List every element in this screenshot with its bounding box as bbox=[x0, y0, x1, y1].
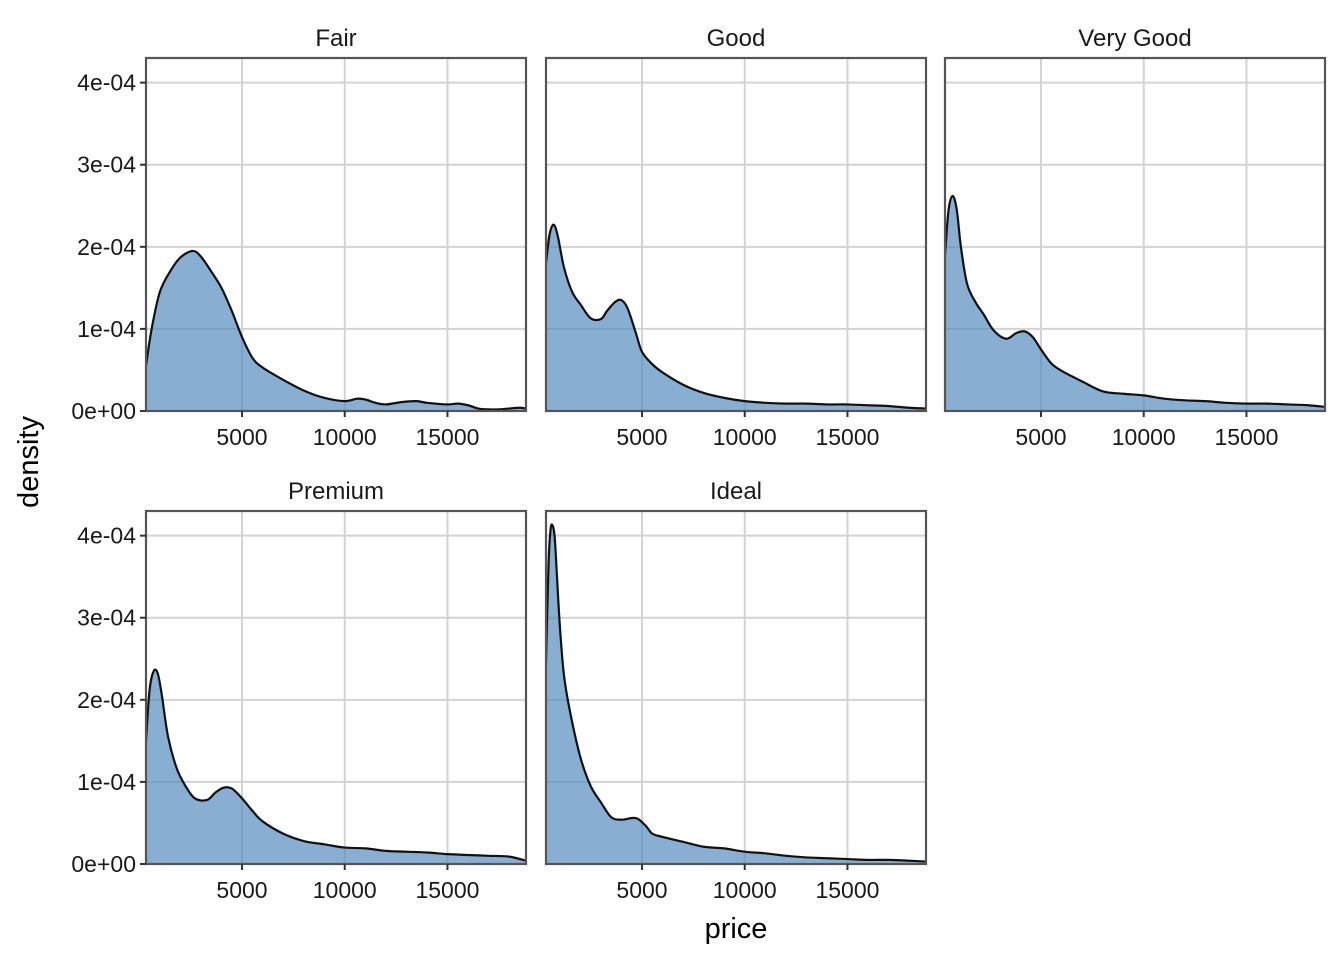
y-tick-label: 1e-04 bbox=[77, 769, 136, 795]
x-tick-label: 5000 bbox=[616, 424, 667, 450]
y-axis-title: density bbox=[13, 416, 45, 508]
facet-panel: Fair bbox=[144, 25, 528, 413]
density-area bbox=[546, 524, 926, 864]
x-tick-label: 5000 bbox=[616, 877, 667, 903]
panel-border bbox=[943, 56, 1327, 413]
x-tick-label: 15000 bbox=[815, 877, 879, 903]
y-tick-labels: 0e+00 1e-04 2e-04 3e-04 4e-04 0e+00 1e-04 2e-04… bbox=[71, 70, 146, 877]
facet-panel: Ideal bbox=[544, 478, 928, 866]
facet-panel: Very Good bbox=[943, 25, 1327, 413]
panel-border bbox=[544, 56, 928, 413]
facet-title: Ideal bbox=[710, 478, 762, 505]
density-line bbox=[146, 668, 526, 862]
density-line bbox=[945, 194, 1325, 408]
y-tick-label: 1e-04 bbox=[77, 316, 136, 342]
density-area bbox=[945, 195, 1325, 411]
panel-border bbox=[144, 56, 528, 413]
y-tick-label: 4e-04 bbox=[77, 523, 136, 549]
x-tick-label: 10000 bbox=[713, 877, 777, 903]
x-tick-label: 10000 bbox=[313, 877, 377, 903]
y-tick-label: 4e-04 bbox=[77, 70, 136, 96]
facet-panel: Premium bbox=[144, 478, 528, 866]
facet-panels: Fair Good Very Good Premium Ideal bbox=[144, 25, 1327, 866]
x-axis-title: price bbox=[705, 913, 768, 945]
x-tick-label: 15000 bbox=[415, 424, 479, 450]
density-area bbox=[146, 669, 526, 864]
y-tick-label: 0e+00 bbox=[71, 398, 136, 424]
x-tick-label: 5000 bbox=[1015, 424, 1066, 450]
density-line bbox=[546, 223, 926, 410]
facet-panel: Good bbox=[544, 25, 928, 413]
x-tick-label: 5000 bbox=[216, 877, 267, 903]
y-tick-label: 2e-04 bbox=[77, 687, 136, 713]
density-area bbox=[146, 250, 526, 411]
x-tick-label: 15000 bbox=[1214, 424, 1278, 450]
x-tick-label: 15000 bbox=[815, 424, 879, 450]
facet-title: Fair bbox=[315, 25, 356, 52]
density-line bbox=[146, 249, 526, 411]
x-tick-label: 15000 bbox=[415, 877, 479, 903]
panel-border bbox=[144, 509, 528, 866]
facet-title: Good bbox=[707, 25, 766, 52]
y-tick-label: 3e-04 bbox=[77, 605, 136, 631]
x-tick-label: 10000 bbox=[1112, 424, 1176, 450]
y-tick-label: 0e+00 bbox=[71, 851, 136, 877]
panel-border bbox=[544, 509, 928, 866]
facet-title: Premium bbox=[288, 478, 384, 505]
y-tick-label: 2e-04 bbox=[77, 234, 136, 260]
facet-title: Very Good bbox=[1078, 25, 1191, 52]
x-tick-label: 10000 bbox=[313, 424, 377, 450]
x-tick-label: 10000 bbox=[713, 424, 777, 450]
density-line bbox=[546, 523, 926, 863]
y-tick-label: 3e-04 bbox=[77, 152, 136, 178]
x-tick-label: 5000 bbox=[216, 424, 267, 450]
density-area bbox=[546, 224, 926, 411]
x-tick-labels: 5000 10000 15000 5000 10000 15000 5000 10000 150… bbox=[216, 411, 1278, 903]
